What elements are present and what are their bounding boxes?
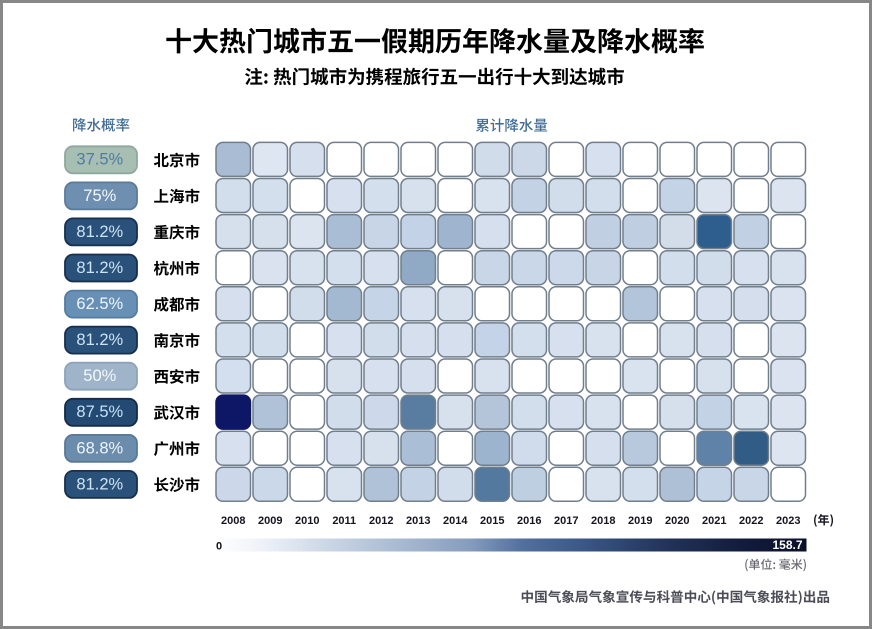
svg-text:81.2%: 81.2% — [76, 331, 123, 349]
svg-text:2011: 2011 — [332, 515, 356, 527]
svg-text:37.5%: 37.5% — [76, 151, 123, 169]
svg-text:68.8%: 68.8% — [76, 439, 123, 457]
svg-text:2008: 2008 — [221, 515, 245, 527]
svg-text:50%: 50% — [83, 367, 116, 385]
svg-text:2014: 2014 — [443, 515, 468, 527]
svg-text:87.5%: 87.5% — [76, 403, 123, 421]
svg-text:2015: 2015 — [480, 515, 504, 527]
svg-text:2019: 2019 — [628, 515, 652, 527]
svg-text:81.2%: 81.2% — [76, 223, 123, 241]
svg-text:62.5%: 62.5% — [76, 295, 123, 313]
svg-text:158.7: 158.7 — [772, 538, 802, 552]
svg-text:2022: 2022 — [739, 515, 763, 527]
svg-text:2010: 2010 — [295, 515, 319, 527]
svg-text:0: 0 — [216, 541, 222, 553]
svg-text:2021: 2021 — [702, 515, 726, 527]
svg-text:2017: 2017 — [554, 515, 578, 527]
svg-text:2013: 2013 — [406, 515, 430, 527]
svg-text:2020: 2020 — [665, 515, 689, 527]
svg-text:2016: 2016 — [517, 515, 541, 527]
svg-text:2012: 2012 — [369, 515, 393, 527]
svg-text:2023: 2023 — [776, 515, 800, 527]
svg-text:81.2%: 81.2% — [76, 475, 123, 493]
svg-text:2009: 2009 — [258, 515, 282, 527]
svg-text:81.2%: 81.2% — [76, 259, 123, 277]
svg-text:75%: 75% — [83, 187, 116, 205]
svg-text:2018: 2018 — [591, 515, 615, 527]
